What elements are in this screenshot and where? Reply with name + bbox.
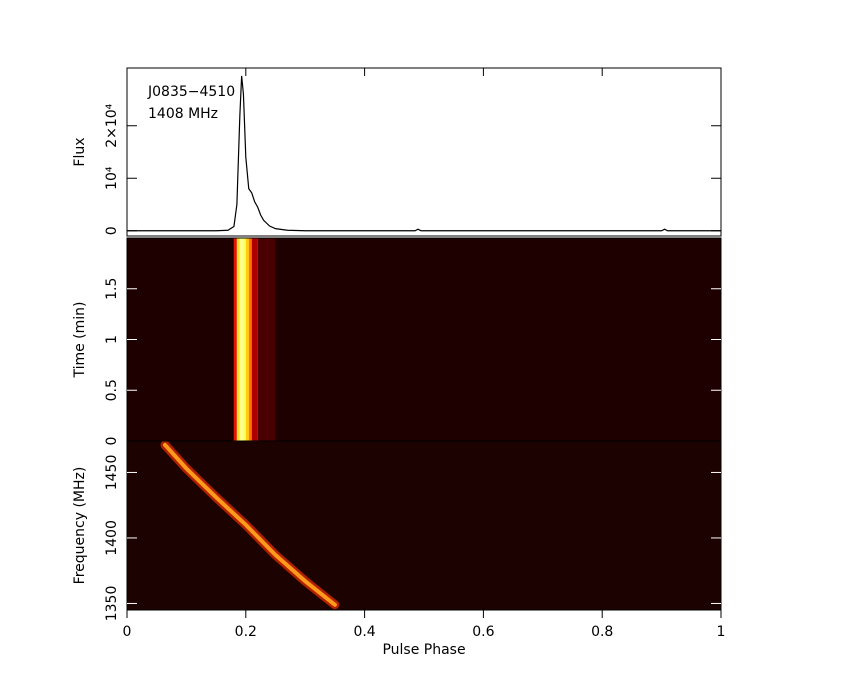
y-tick-label: 1400 — [104, 520, 120, 556]
heatmap-cell — [257, 238, 276, 441]
y-tick-label: 0 — [104, 226, 120, 235]
drift-track — [163, 442, 337, 607]
x-tick-label: 0.6 — [472, 624, 494, 640]
y-tick-label: 10⁴ — [104, 166, 120, 190]
heatmap-background — [127, 441, 721, 610]
heatmap-cell — [239, 238, 243, 441]
x-tick-label: 1 — [717, 624, 726, 640]
heatmap-cell — [233, 238, 237, 441]
y-tick-label: 1 — [104, 335, 120, 344]
panel-frame — [126, 67, 722, 237]
annotation: 1408 MHz — [148, 106, 218, 122]
y-tick-label: 0 — [104, 437, 120, 446]
heatmap-cell — [275, 238, 721, 441]
heatmap-cell — [236, 238, 240, 441]
annotation: J0835−4510 — [147, 84, 235, 100]
heatmap-cell — [251, 238, 258, 441]
y-axis-label: Frequency (MHz) — [72, 467, 88, 585]
panel-frame — [126, 440, 722, 611]
y-tick-label: 1.5 — [104, 278, 120, 300]
profile-line — [127, 75, 721, 232]
y-tick-label: 2×10⁴ — [104, 103, 120, 147]
x-tick-label: 0.4 — [353, 624, 375, 640]
y-tick-label: 1450 — [104, 455, 120, 491]
y-tick-label: 0.5 — [104, 379, 120, 401]
y-axis-label: Flux — [72, 137, 88, 166]
x-tick-label: 0.8 — [591, 624, 613, 640]
heatmap-cell — [242, 238, 246, 441]
x-tick-label: 0.2 — [235, 624, 257, 640]
heatmap-cell — [127, 238, 234, 441]
heatmap-cell — [245, 238, 249, 441]
y-tick-label: 1350 — [104, 586, 120, 622]
x-axis-label: Pulse Phase — [382, 642, 465, 658]
heatmap-cell — [248, 238, 252, 441]
y-axis-label: Time (min) — [72, 301, 88, 378]
x-tick-label: 0 — [123, 624, 132, 640]
